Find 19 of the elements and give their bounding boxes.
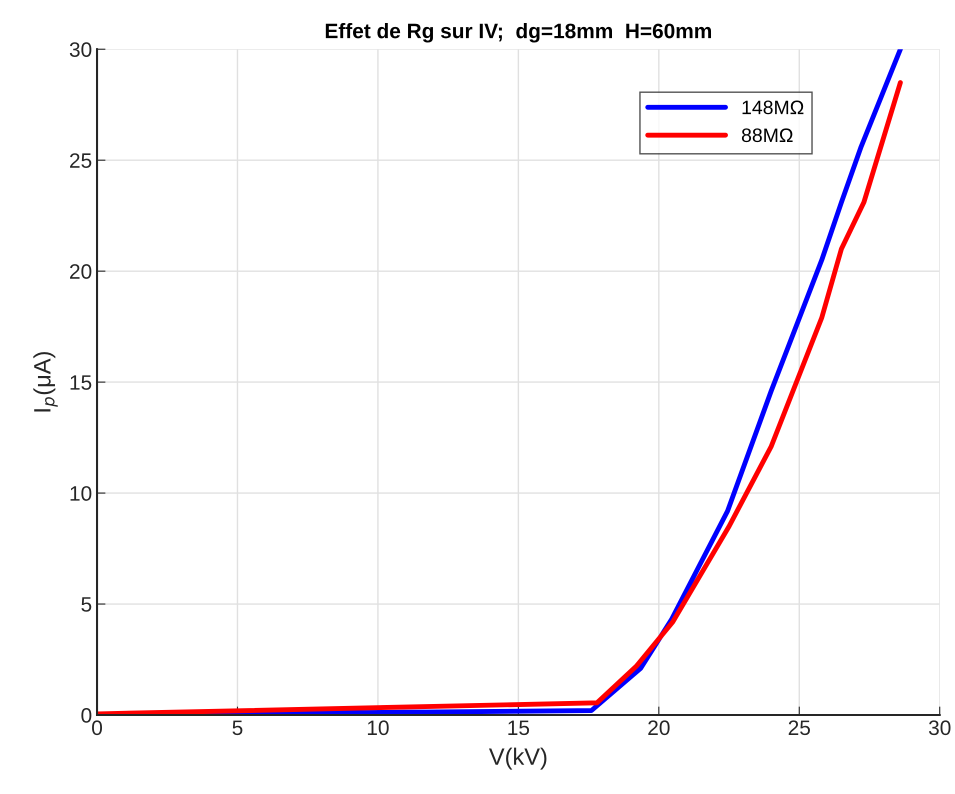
y-axis-title: I$_{p}$(μA): [33, 352, 58, 412]
y-tick-label: 20: [70, 264, 92, 279]
x-tick-label: 20: [648, 720, 670, 736]
x-tick-label: 15: [508, 720, 530, 736]
y-tick-label: 15: [70, 375, 92, 390]
x-tick-label: 25: [788, 720, 810, 736]
x-tick-label: 30: [928, 720, 950, 736]
y-tick-label: 30: [70, 42, 92, 57]
x-axis-title: V(kV): [488, 748, 546, 770]
legend-label: 148MΩ: [742, 100, 804, 114]
y-tick-label: 10: [70, 486, 92, 501]
chart-title: Effet de Rg sur IV; dg=18mm H=60mm: [326, 23, 712, 43]
y-tick-label: 25: [70, 153, 92, 168]
y-tick-label: 5: [81, 597, 92, 612]
x-tick-label: 0: [92, 720, 102, 736]
x-tick-label: 10: [368, 720, 389, 736]
legend-label: 88MΩ: [742, 128, 793, 142]
y-tick-label: 0: [81, 708, 92, 723]
x-tick-label: 5: [232, 720, 242, 736]
